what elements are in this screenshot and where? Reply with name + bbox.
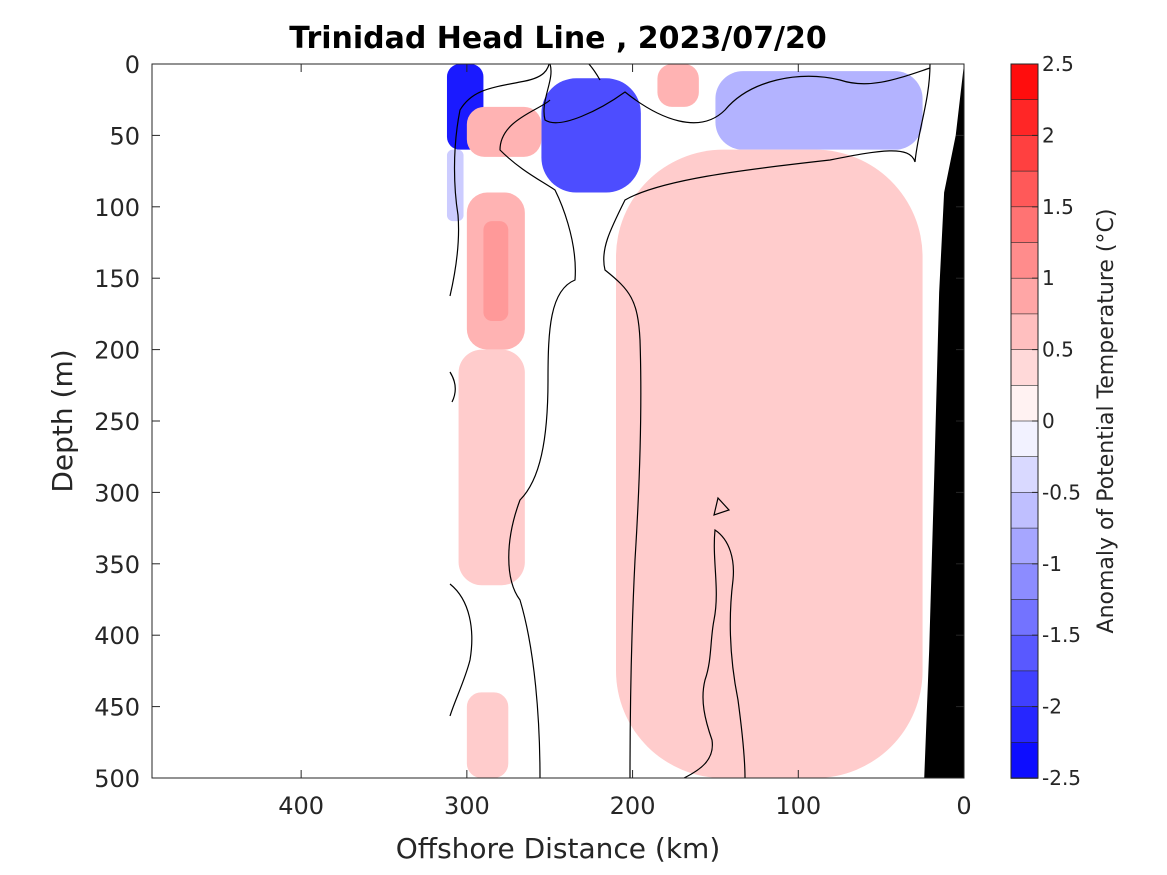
x-tick-label: 300 — [444, 792, 490, 820]
contour-line-offshore — [449, 64, 601, 297]
colorbar-segment — [1010, 349, 1039, 387]
x-tick-label: 400 — [278, 792, 324, 820]
colorbar-tick-label: -0.5 — [1042, 480, 1081, 504]
colorbar-segment — [1010, 456, 1039, 494]
anomaly-region — [458, 349, 525, 586]
y-tick-label: 100 — [94, 194, 140, 222]
contour-line-warm-right — [683, 528, 746, 778]
x-tick-label: 0 — [956, 792, 971, 820]
colorbar-segment — [1010, 563, 1039, 601]
y-tick-label: 400 — [94, 622, 140, 650]
contour-line-offshore-deep — [449, 371, 456, 403]
contour-line-upper — [543, 64, 931, 124]
chart-title: Trinidad Head Line , 2023/07/20 — [289, 21, 826, 56]
colorbar-segment — [1010, 135, 1039, 172]
y-axis-label: Depth (m) — [46, 349, 79, 492]
colorbar-segment — [1010, 242, 1039, 280]
colorbar-segment — [1010, 741, 1039, 779]
colorbar-tick-label: 2 — [1042, 123, 1055, 147]
colorbar-segment — [1010, 384, 1039, 422]
x-tick-labels: 400 300 200 100 0 — [278, 792, 971, 820]
anomaly-region — [715, 71, 923, 150]
anomaly-regions — [446, 64, 923, 778]
colorbar-segment — [1010, 170, 1039, 208]
colorbar-segment — [1010, 492, 1039, 529]
colorbar-segment — [1010, 706, 1039, 744]
colorbar-tick-label: 1.5 — [1042, 195, 1074, 219]
colorbar-segment — [1010, 599, 1039, 637]
contour-line-offshore-bottom — [449, 583, 473, 717]
contour-line-middle — [603, 64, 931, 778]
anomaly-region — [541, 78, 641, 193]
axis-ticks — [152, 63, 965, 779]
colorbar-segment — [1010, 206, 1039, 244]
y-tick-label: 0 — [125, 51, 140, 79]
contour-line-small-loop — [713, 496, 731, 516]
zero-contours — [449, 64, 931, 778]
colorbar-tick-label: -1 — [1042, 552, 1062, 576]
colorbar-segment — [1010, 63, 1039, 101]
y-tick-label: 500 — [94, 765, 140, 793]
anomaly-region — [466, 106, 542, 157]
colorbar-tick-label: 1 — [1042, 266, 1055, 290]
x-tick-label: 200 — [610, 792, 656, 820]
colorbar — [1010, 63, 1039, 779]
anomaly-region — [483, 221, 509, 322]
colorbar-tick-label: -2.5 — [1042, 766, 1081, 790]
colorbar-tick-label: 0.5 — [1042, 338, 1074, 362]
colorbar-segment — [1010, 277, 1039, 315]
y-tick-label: 350 — [94, 551, 140, 579]
colorbar-ticks: -2.5 -2 -1.5 -1 -0.5 0 0.5 1 1.5 2 2.5 — [1032, 52, 1081, 790]
colorbar-tick-label: 0 — [1042, 409, 1055, 433]
y-tick-labels: 0 50 100 150 200 250 300 350 400 450 500 — [94, 51, 140, 793]
x-axis-label: Offshore Distance (km) — [396, 832, 721, 865]
colorbar-segment — [1010, 670, 1039, 708]
colorbar-segment — [1010, 527, 1039, 565]
bottom-topography — [924, 64, 964, 778]
contour-line-inner — [499, 99, 576, 778]
y-tick-label: 50 — [109, 122, 140, 150]
y-tick-label: 300 — [94, 479, 140, 507]
anomaly-region — [657, 64, 699, 107]
colorbar-tick-label: -2 — [1042, 695, 1062, 719]
x-tick-label: 100 — [775, 792, 821, 820]
colorbar-segment — [1010, 99, 1039, 137]
colorbar-tick-label: -1.5 — [1042, 623, 1081, 647]
y-tick-label: 150 — [94, 265, 140, 293]
y-tick-label: 200 — [94, 337, 140, 365]
colorbar-segment — [1010, 420, 1039, 458]
anomaly-region — [616, 149, 923, 778]
colorbar-segment — [1010, 313, 1039, 351]
anomaly-region — [466, 692, 509, 778]
colorbar-label: Anomaly of Potential Temperature (°C) — [1094, 209, 1119, 634]
colorbar-segment — [1010, 634, 1039, 672]
colorbar-tick-label: 2.5 — [1042, 52, 1074, 76]
y-tick-label: 450 — [94, 694, 140, 722]
y-tick-label: 250 — [94, 408, 140, 436]
